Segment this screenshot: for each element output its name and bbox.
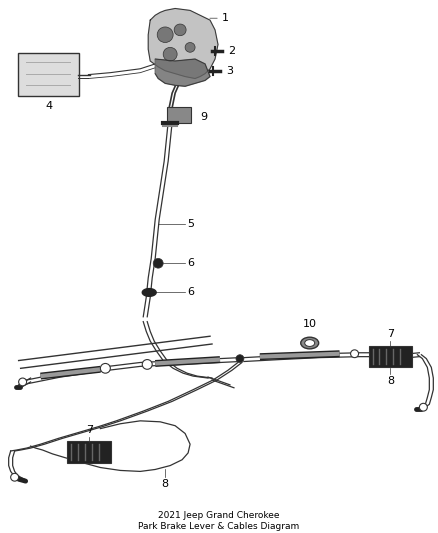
Circle shape (350, 350, 359, 358)
Text: 5: 5 (187, 220, 194, 229)
Circle shape (185, 43, 195, 52)
Ellipse shape (305, 340, 314, 346)
FancyBboxPatch shape (167, 107, 191, 123)
Circle shape (142, 360, 152, 369)
Circle shape (153, 259, 163, 268)
Ellipse shape (301, 337, 319, 349)
Text: 1: 1 (222, 13, 229, 23)
Text: 3: 3 (226, 66, 233, 76)
Text: 6: 6 (187, 287, 194, 297)
Text: 4: 4 (45, 101, 52, 111)
Text: 6: 6 (187, 259, 194, 268)
Text: 10: 10 (303, 319, 317, 329)
Circle shape (236, 354, 244, 362)
Polygon shape (148, 9, 218, 78)
Circle shape (11, 473, 19, 481)
Polygon shape (155, 59, 210, 86)
FancyBboxPatch shape (18, 53, 79, 96)
Polygon shape (142, 288, 156, 296)
Circle shape (419, 403, 427, 411)
Text: 8: 8 (387, 376, 394, 386)
Circle shape (19, 378, 27, 386)
Circle shape (163, 47, 177, 61)
Circle shape (174, 24, 186, 36)
Text: 7: 7 (387, 329, 394, 339)
Text: 9: 9 (200, 112, 207, 123)
Circle shape (100, 364, 110, 373)
Text: 8: 8 (162, 479, 169, 489)
Text: 2: 2 (228, 46, 235, 56)
Circle shape (157, 27, 173, 43)
FancyBboxPatch shape (368, 346, 413, 367)
Text: 7: 7 (86, 425, 93, 435)
Text: 2021 Jeep Grand Cherokee
Park Brake Lever & Cables Diagram: 2021 Jeep Grand Cherokee Park Brake Leve… (138, 511, 300, 531)
FancyBboxPatch shape (67, 441, 111, 463)
